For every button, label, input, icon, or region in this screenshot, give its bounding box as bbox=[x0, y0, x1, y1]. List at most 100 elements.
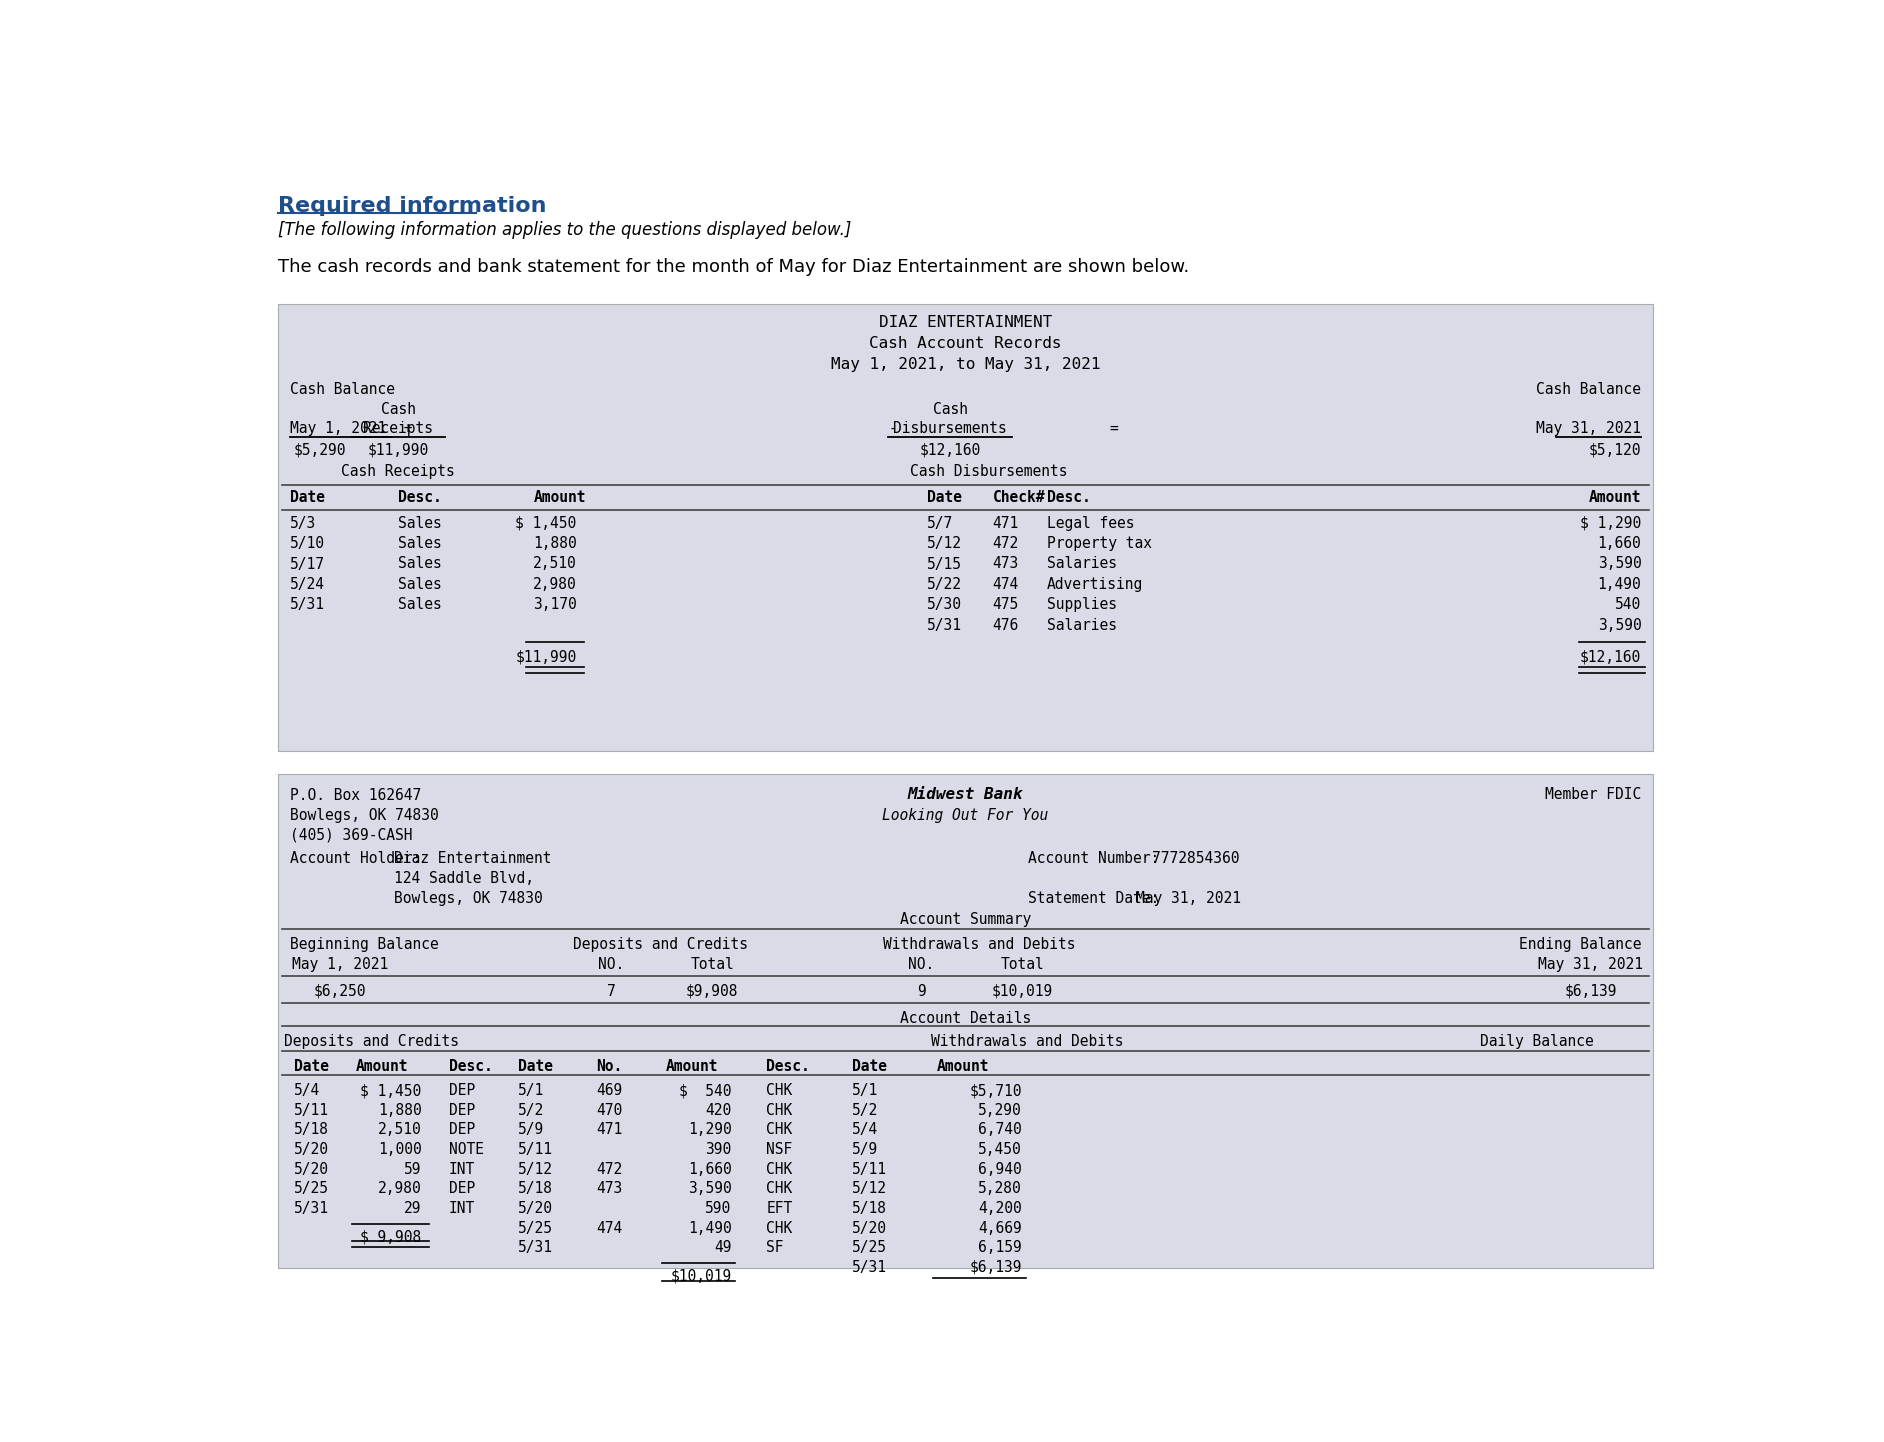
Text: 1,880: 1,880 bbox=[379, 1103, 422, 1118]
Text: CHK: CHK bbox=[767, 1103, 793, 1118]
Text: 5,290: 5,290 bbox=[978, 1103, 1023, 1118]
Text: No.: No. bbox=[595, 1058, 622, 1073]
Text: 5/18: 5/18 bbox=[852, 1201, 887, 1216]
Text: $6,139: $6,139 bbox=[970, 1260, 1023, 1275]
Text: 5/25: 5/25 bbox=[518, 1220, 554, 1236]
Text: $ 9,908: $ 9,908 bbox=[360, 1229, 422, 1244]
Text: Withdrawals and Debits: Withdrawals and Debits bbox=[882, 937, 1076, 952]
Text: INT: INT bbox=[448, 1201, 475, 1216]
Text: 390: 390 bbox=[705, 1142, 731, 1156]
Text: 3,590: 3,590 bbox=[1598, 617, 1641, 633]
Text: CHK: CHK bbox=[767, 1083, 793, 1099]
Text: 5/20: 5/20 bbox=[852, 1220, 887, 1236]
Text: Total: Total bbox=[690, 957, 735, 972]
Text: 3,590: 3,590 bbox=[1598, 557, 1641, 571]
Text: $ 1,450: $ 1,450 bbox=[360, 1083, 422, 1099]
Text: Deposits and Credits: Deposits and Credits bbox=[573, 937, 748, 952]
Text: Desc.: Desc. bbox=[448, 1058, 492, 1073]
Text: Amount: Amount bbox=[1588, 490, 1641, 505]
Text: NO.: NO. bbox=[599, 957, 624, 972]
Text: Amount: Amount bbox=[533, 490, 586, 505]
Text: $10,019: $10,019 bbox=[671, 1269, 731, 1283]
Text: Property tax: Property tax bbox=[1048, 536, 1151, 551]
Text: Cash Disbursements: Cash Disbursements bbox=[910, 464, 1068, 479]
Text: 5/2: 5/2 bbox=[518, 1103, 544, 1118]
Text: (405) 369-CASH: (405) 369-CASH bbox=[290, 828, 413, 842]
Text: Diaz Entertainment: Diaz Entertainment bbox=[394, 851, 552, 865]
Text: 590: 590 bbox=[705, 1201, 731, 1216]
Text: 2,980: 2,980 bbox=[379, 1181, 422, 1197]
Text: 1,490: 1,490 bbox=[1598, 577, 1641, 591]
Text: Desc.: Desc. bbox=[767, 1058, 810, 1073]
Text: NOTE: NOTE bbox=[448, 1142, 484, 1156]
Text: 5/7: 5/7 bbox=[927, 516, 953, 531]
Text: $12,160: $12,160 bbox=[1581, 650, 1641, 665]
Text: 5/30: 5/30 bbox=[927, 597, 963, 613]
Text: DIAZ ENTERTAINMENT: DIAZ ENTERTAINMENT bbox=[880, 316, 1051, 330]
Text: 4,669: 4,669 bbox=[978, 1220, 1023, 1236]
Text: May 1, 2021, to May 31, 2021: May 1, 2021, to May 31, 2021 bbox=[831, 358, 1100, 372]
Text: $9,908: $9,908 bbox=[686, 983, 739, 999]
Text: 5/11: 5/11 bbox=[294, 1103, 328, 1118]
Text: 5/11: 5/11 bbox=[518, 1142, 554, 1156]
Text: Salaries: Salaries bbox=[1048, 557, 1117, 571]
Text: NSF: NSF bbox=[767, 1142, 793, 1156]
Text: 5/9: 5/9 bbox=[852, 1142, 878, 1156]
Text: 2,510: 2,510 bbox=[379, 1122, 422, 1138]
Text: Advertising: Advertising bbox=[1048, 577, 1144, 591]
Text: 474: 474 bbox=[595, 1220, 622, 1236]
Text: 5/4: 5/4 bbox=[294, 1083, 320, 1099]
Text: 3,590: 3,590 bbox=[688, 1181, 731, 1197]
Text: Date: Date bbox=[927, 490, 963, 505]
Text: Account Summary: Account Summary bbox=[901, 913, 1031, 927]
Text: CHK: CHK bbox=[767, 1220, 793, 1236]
Text: May 1, 2021  +: May 1, 2021 + bbox=[290, 421, 413, 435]
Text: [The following information applies to the questions displayed below.]: [The following information applies to th… bbox=[279, 221, 852, 239]
Text: 5/4: 5/4 bbox=[852, 1122, 878, 1138]
Text: Cash Balance: Cash Balance bbox=[290, 382, 396, 398]
Text: 49: 49 bbox=[714, 1240, 731, 1255]
Text: NO.: NO. bbox=[908, 957, 934, 972]
Text: 540: 540 bbox=[1615, 597, 1641, 613]
Text: $ 1,450: $ 1,450 bbox=[514, 516, 577, 531]
Text: Account Details: Account Details bbox=[901, 1011, 1031, 1025]
Text: Sales: Sales bbox=[398, 597, 443, 613]
Text: 5/31: 5/31 bbox=[290, 597, 324, 613]
Text: Midwest Bank: Midwest Bank bbox=[908, 787, 1023, 802]
Text: -: - bbox=[887, 421, 897, 435]
Text: 7: 7 bbox=[607, 983, 616, 999]
Text: Bowlegs, OK 74830: Bowlegs, OK 74830 bbox=[394, 891, 543, 906]
Text: 471: 471 bbox=[993, 516, 1019, 531]
Text: 5/2: 5/2 bbox=[852, 1103, 878, 1118]
Text: 9: 9 bbox=[918, 983, 925, 999]
Text: 5/31: 5/31 bbox=[927, 617, 963, 633]
Text: $5,290: $5,290 bbox=[294, 443, 347, 457]
Text: Looking Out For You: Looking Out For You bbox=[882, 808, 1049, 822]
Text: 476: 476 bbox=[993, 617, 1019, 633]
Text: Member FDIC: Member FDIC bbox=[1545, 787, 1641, 802]
Text: Amount: Amount bbox=[936, 1058, 989, 1073]
Text: Total: Total bbox=[1000, 957, 1044, 972]
Text: Amount: Amount bbox=[356, 1058, 409, 1073]
Text: Statement Date:: Statement Date: bbox=[1027, 891, 1159, 906]
Text: 6,940: 6,940 bbox=[978, 1162, 1023, 1177]
Text: 5/15: 5/15 bbox=[927, 557, 963, 571]
Text: $5,120: $5,120 bbox=[1588, 443, 1641, 457]
Text: 5/1: 5/1 bbox=[852, 1083, 878, 1099]
Text: $ 1,290: $ 1,290 bbox=[1581, 516, 1641, 531]
Text: Account Holder:: Account Holder: bbox=[290, 851, 420, 865]
Text: $  540: $ 540 bbox=[678, 1083, 731, 1099]
Text: Sales: Sales bbox=[398, 577, 443, 591]
Text: Amount: Amount bbox=[665, 1058, 718, 1073]
Text: Cash Account Records: Cash Account Records bbox=[869, 336, 1063, 352]
Text: Supplies: Supplies bbox=[1048, 597, 1117, 613]
Text: 5/10: 5/10 bbox=[290, 536, 324, 551]
Text: 5/12: 5/12 bbox=[852, 1181, 887, 1197]
Text: EFT: EFT bbox=[767, 1201, 793, 1216]
Text: P.O. Box 162647: P.O. Box 162647 bbox=[290, 787, 420, 803]
Text: 5/1: 5/1 bbox=[518, 1083, 544, 1099]
Text: 471: 471 bbox=[595, 1122, 622, 1138]
Text: DEP: DEP bbox=[448, 1122, 475, 1138]
Text: 5/22: 5/22 bbox=[927, 577, 963, 591]
Text: 5,280: 5,280 bbox=[978, 1181, 1023, 1197]
